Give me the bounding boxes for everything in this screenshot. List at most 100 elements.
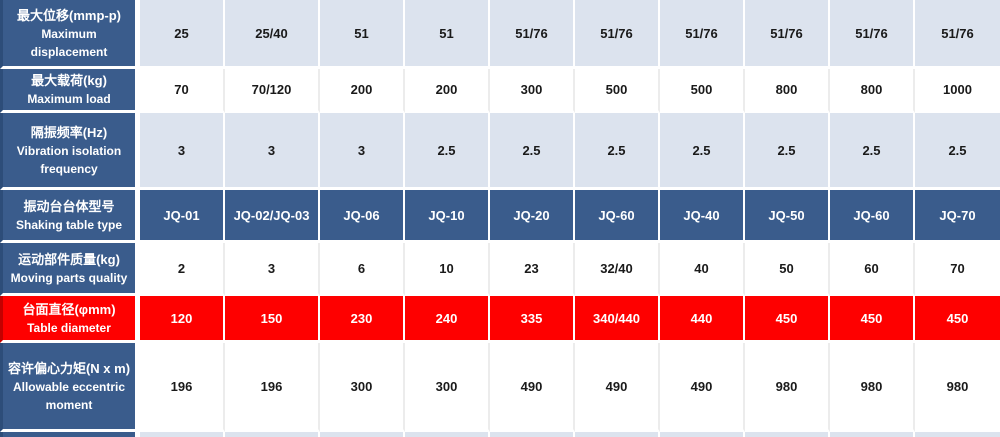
row-label-zh: 台面直径(φmm) bbox=[22, 301, 116, 317]
row-label-zh: 最大位移(mmp-p) bbox=[17, 7, 121, 23]
cell-moving-parts-quality-col5: 23 bbox=[490, 243, 575, 296]
cell-max-displacement-col7: 51/76 bbox=[660, 0, 745, 69]
cell-moving-parts-quality-col9: 60 bbox=[830, 243, 915, 296]
cell-max-displacement-col10: 51/76 bbox=[915, 0, 1000, 69]
cell-table-diameter-col6: 340/440 bbox=[575, 296, 660, 343]
cell-vibration-isolation-frequency-col10: 2.5 bbox=[915, 113, 1000, 190]
cell-max-displacement-col1: 25 bbox=[140, 0, 225, 69]
table-row-max-load: 最大载荷(kg) Maximum load 70 70/120 200 200 300 500… bbox=[0, 69, 1000, 113]
cell-shaking-table-type-col8: JQ-50 bbox=[745, 190, 830, 243]
cell-moving-parts-quality-col2: 3 bbox=[225, 243, 320, 296]
cell-moving-parts-quality-col8: 50 bbox=[745, 243, 830, 296]
row-header-moving-parts-quality: 运动部件质量(kg) Moving parts quality bbox=[0, 243, 140, 296]
row-label-zh: 隔振频率(Hz) bbox=[30, 124, 108, 140]
cell-max-load-col8: 800 bbox=[745, 69, 830, 113]
cell-shaking-table-type-col4: JQ-10 bbox=[405, 190, 490, 243]
cell-table-diameter-col9: 450 bbox=[830, 296, 915, 343]
table-row-table-diameter: 台面直径(φmm) Table diameter 120 150 230 240 335 34… bbox=[0, 296, 1000, 343]
cell-max-load-col2: 70/120 bbox=[225, 69, 320, 113]
cell-allowable-eccentric-moment-col7: 490 bbox=[660, 343, 745, 432]
row-label-en: Allowable eccentric moment bbox=[12, 379, 126, 412]
cell-vibration-isolation-frequency-col7: 2.5 bbox=[660, 113, 745, 190]
table-row-moving-parts-quality: 运动部件质量(kg) Moving parts quality 2 3 6 10 23 32/… bbox=[0, 243, 1000, 296]
cell-vibration-isolation-frequency-col8: 2.5 bbox=[745, 113, 830, 190]
cell-allowable-eccentric-moment-col2: 196 bbox=[225, 343, 320, 432]
row-label-zh: 运动部件质量(kg) bbox=[18, 251, 120, 267]
cell-table-diameter-col4: 240 bbox=[405, 296, 490, 343]
cell-shaking-table-type-col10: JQ-70 bbox=[915, 190, 1000, 243]
cell-max-load-col10: 1000 bbox=[915, 69, 1000, 113]
cell-allowable-eccentric-moment-col10: 980 bbox=[915, 343, 1000, 432]
cell-allowable-eccentric-moment-col9: 980 bbox=[830, 343, 915, 432]
cell-partial-row-col6 bbox=[575, 432, 660, 437]
cell-max-displacement-col2: 25/40 bbox=[225, 0, 320, 69]
table-row-allowable-eccentric-moment: 容许偏心力矩(N x m) Allowable eccentric moment 1… bbox=[0, 343, 1000, 432]
cell-partial-row-col2 bbox=[225, 432, 320, 437]
cell-moving-parts-quality-col3: 6 bbox=[320, 243, 405, 296]
row-label-en: Table diameter bbox=[27, 320, 111, 335]
cell-table-diameter-col5: 335 bbox=[490, 296, 575, 343]
cell-table-diameter-col3: 230 bbox=[320, 296, 405, 343]
cell-table-diameter-col1: 120 bbox=[140, 296, 225, 343]
row-label-en: Maximum displacement bbox=[30, 26, 108, 59]
cell-partial-row-col7 bbox=[660, 432, 745, 437]
cell-table-diameter-col2: 150 bbox=[225, 296, 320, 343]
cell-shaking-table-type-col2: JQ-02/JQ-03 bbox=[225, 190, 320, 243]
cell-max-load-col3: 200 bbox=[320, 69, 405, 113]
cell-shaking-table-type-col9: JQ-60 bbox=[830, 190, 915, 243]
table-row-max-displacement: 最大位移(mmp-p) Maximum displacement 25 25/40 51… bbox=[0, 0, 1000, 69]
cell-partial-row-col10 bbox=[915, 432, 1000, 437]
cell-max-load-col6: 500 bbox=[575, 69, 660, 113]
cell-shaking-table-type-col5: JQ-20 bbox=[490, 190, 575, 243]
row-label-en: Vibration isolation frequency bbox=[16, 143, 122, 176]
cell-shaking-table-type-col3: JQ-06 bbox=[320, 190, 405, 243]
cell-vibration-isolation-frequency-col6: 2.5 bbox=[575, 113, 660, 190]
cell-max-displacement-col6: 51/76 bbox=[575, 0, 660, 69]
cell-partial-row-col1 bbox=[140, 432, 225, 437]
cell-max-load-col4: 200 bbox=[405, 69, 490, 113]
cell-allowable-eccentric-moment-col3: 300 bbox=[320, 343, 405, 432]
cell-partial-row-col9 bbox=[830, 432, 915, 437]
cell-vibration-isolation-frequency-col1: 3 bbox=[140, 113, 225, 190]
cell-moving-parts-quality-col10: 70 bbox=[915, 243, 1000, 296]
cell-vibration-isolation-frequency-col9: 2.5 bbox=[830, 113, 915, 190]
cell-max-displacement-col9: 51/76 bbox=[830, 0, 915, 69]
table-row-partial-row bbox=[0, 432, 1000, 437]
row-label-zh: 振动台台体型号 bbox=[23, 198, 115, 214]
cell-shaking-table-type-col1: JQ-01 bbox=[140, 190, 225, 243]
row-label-en: Maximum load bbox=[27, 92, 111, 106]
row-header-shaking-table-type: 振动台台体型号 Shaking table type bbox=[0, 190, 140, 243]
table-row-shaking-table-type: 振动台台体型号 Shaking table type JQ-01 JQ-02/JQ-0… bbox=[0, 190, 1000, 243]
cell-allowable-eccentric-moment-col8: 980 bbox=[745, 343, 830, 432]
cell-max-displacement-col3: 51 bbox=[320, 0, 405, 69]
table-row-vibration-isolation-frequency: 隔振频率(Hz) Vibration isolation frequency 3 3 3… bbox=[0, 113, 1000, 190]
row-header-partial-row bbox=[0, 432, 140, 437]
cell-max-load-col9: 800 bbox=[830, 69, 915, 113]
cell-allowable-eccentric-moment-col5: 490 bbox=[490, 343, 575, 432]
row-label-zh: 容许偏心力矩(N x m) bbox=[7, 360, 131, 376]
cell-max-load-col1: 70 bbox=[140, 69, 225, 113]
cell-vibration-isolation-frequency-col4: 2.5 bbox=[405, 113, 490, 190]
cell-vibration-isolation-frequency-col5: 2.5 bbox=[490, 113, 575, 190]
cell-max-displacement-col4: 51 bbox=[405, 0, 490, 69]
cell-table-diameter-col7: 440 bbox=[660, 296, 745, 343]
row-label-zh: 最大载荷(kg) bbox=[31, 73, 107, 88]
cell-max-displacement-col8: 51/76 bbox=[745, 0, 830, 69]
row-header-table-diameter: 台面直径(φmm) Table diameter bbox=[0, 296, 140, 343]
row-header-max-displacement: 最大位移(mmp-p) Maximum displacement bbox=[0, 0, 140, 69]
cell-allowable-eccentric-moment-col4: 300 bbox=[405, 343, 490, 432]
cell-max-load-col7: 500 bbox=[660, 69, 745, 113]
cell-partial-row-col8 bbox=[745, 432, 830, 437]
cell-vibration-isolation-frequency-col2: 3 bbox=[225, 113, 320, 190]
cell-shaking-table-type-col7: JQ-40 bbox=[660, 190, 745, 243]
cell-allowable-eccentric-moment-col1: 196 bbox=[140, 343, 225, 432]
cell-moving-parts-quality-col4: 10 bbox=[405, 243, 490, 296]
cell-allowable-eccentric-moment-col6: 490 bbox=[575, 343, 660, 432]
row-header-allowable-eccentric-moment: 容许偏心力矩(N x m) Allowable eccentric moment bbox=[0, 343, 140, 432]
cell-partial-row-col5 bbox=[490, 432, 575, 437]
cell-max-load-col5: 300 bbox=[490, 69, 575, 113]
cell-moving-parts-quality-col7: 40 bbox=[660, 243, 745, 296]
